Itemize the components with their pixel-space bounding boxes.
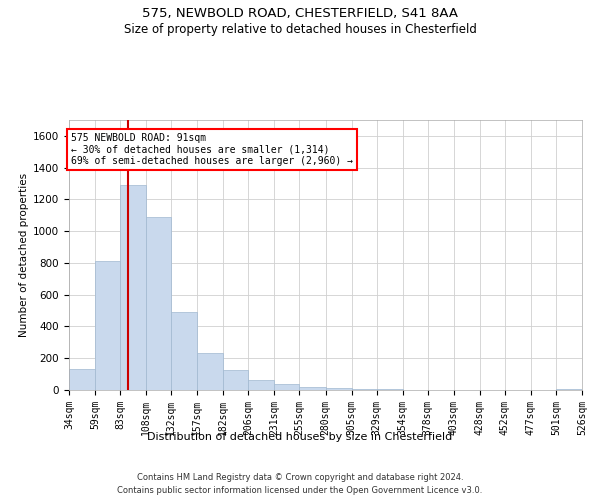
Text: 575, NEWBOLD ROAD, CHESTERFIELD, S41 8AA: 575, NEWBOLD ROAD, CHESTERFIELD, S41 8AA xyxy=(142,8,458,20)
Text: Contains public sector information licensed under the Open Government Licence v3: Contains public sector information licen… xyxy=(118,486,482,495)
Bar xyxy=(120,185,146,390)
Bar xyxy=(248,380,274,390)
Bar xyxy=(325,388,352,390)
Bar xyxy=(69,370,95,390)
Bar xyxy=(95,262,120,390)
Y-axis label: Number of detached properties: Number of detached properties xyxy=(19,173,29,337)
Bar xyxy=(274,384,299,390)
Text: Distribution of detached houses by size in Chesterfield: Distribution of detached houses by size … xyxy=(148,432,452,442)
Bar xyxy=(197,352,223,390)
Bar xyxy=(352,388,377,390)
Bar xyxy=(299,386,325,390)
Bar xyxy=(556,388,582,390)
Bar xyxy=(146,217,171,390)
Bar xyxy=(377,389,403,390)
Text: 575 NEWBOLD ROAD: 91sqm
← 30% of detached houses are smaller (1,314)
69% of semi: 575 NEWBOLD ROAD: 91sqm ← 30% of detache… xyxy=(71,132,353,166)
Text: Contains HM Land Registry data © Crown copyright and database right 2024.: Contains HM Land Registry data © Crown c… xyxy=(137,472,463,482)
Text: Size of property relative to detached houses in Chesterfield: Size of property relative to detached ho… xyxy=(124,22,476,36)
Bar xyxy=(171,312,197,390)
Bar xyxy=(223,370,248,390)
